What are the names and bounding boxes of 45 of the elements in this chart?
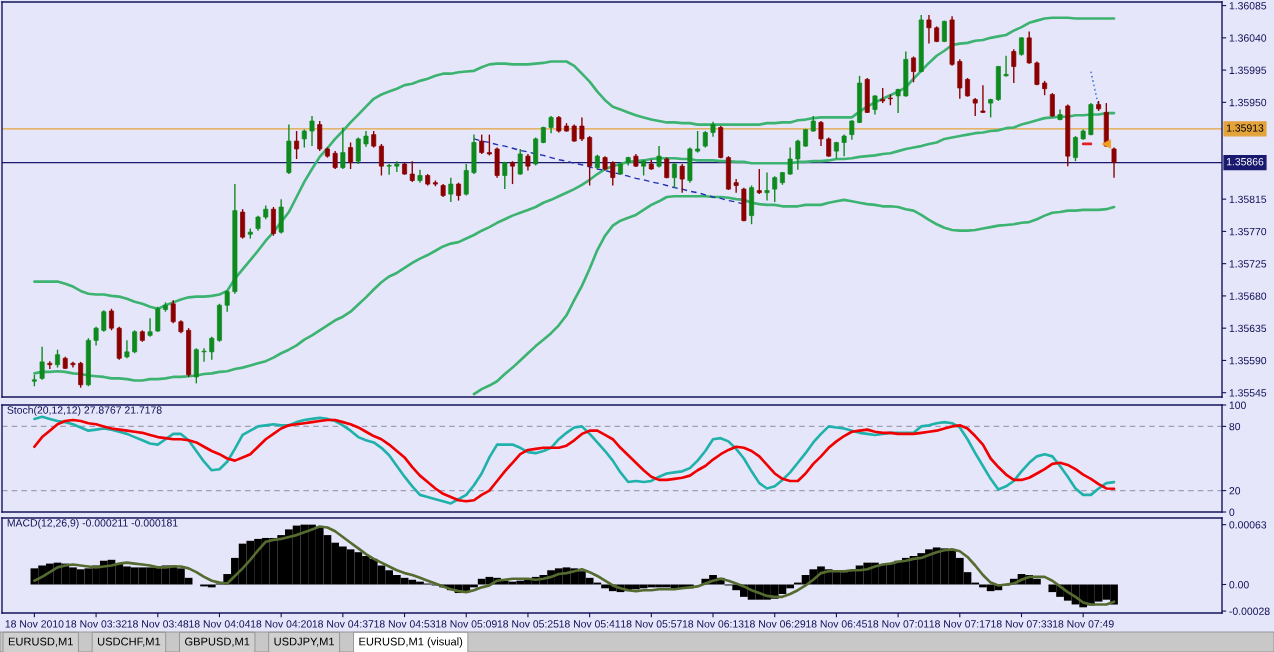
chart-title: MACD(12,26,9) -0.000211 -0.000181 (7, 518, 178, 529)
y-tick-label: 1.35590 (1229, 356, 1267, 365)
y-tick-label: 1.35680 (1229, 292, 1267, 300)
x-tick-label: 18 Nov 2010 (5, 620, 64, 628)
y-tick-label: 1.35815 (1229, 195, 1267, 204)
y-tick-label: -0.00028 (1229, 607, 1270, 615)
x-tick-label: 18 Nov 07:01 (867, 620, 929, 628)
y-tick-label: 0.00 (1229, 581, 1249, 589)
y-tick-label: 1.35995 (1229, 66, 1267, 74)
y-tick-label: 1.35950 (1229, 98, 1267, 107)
text: EURUSD,M1 (8, 637, 73, 647)
ref-line-label: 1.35866 (1226, 158, 1264, 166)
x-tick-label: 18 Nov 04:04 (189, 620, 251, 628)
y-tick-label: 1.36040 (1229, 34, 1267, 42)
x-tick-label: 18 Nov 06:13 (682, 620, 744, 628)
text: EURUSD,M1 (visual) (359, 637, 463, 648)
y-tick-label: 1.35770 (1229, 227, 1267, 236)
x-tick-label: 18 Nov 07:33 (991, 620, 1053, 628)
text: USDCHF,M1 (97, 637, 161, 647)
x-tick-label: 18 Nov 05:41 (559, 620, 621, 628)
x-tick-label: 18 Nov 03:48 (127, 620, 189, 628)
x-tick-label: 18 Nov 06:29 (744, 620, 806, 628)
y-tick-label: 80 (1229, 422, 1241, 431)
x-tick-label: 18 Nov 04:53 (374, 620, 436, 628)
text: USDJPY,M1 (274, 637, 335, 647)
chart-title: Stoch(20,12,12) 27.8767 21.7178 (7, 406, 162, 416)
text: GBPUSD,M1 (185, 637, 250, 647)
y-tick-label: 100 (1229, 401, 1246, 409)
x-tick-label: 18 Nov 05:25 (497, 620, 559, 628)
y-tick-label: 1.35725 (1229, 260, 1267, 268)
ref-line-label: 1.35913 (1226, 124, 1264, 132)
x-tick-label: 18 Nov 07:17 (929, 620, 991, 628)
x-tick-label: 18 Nov 05:09 (436, 620, 497, 628)
x-tick-label: 18 Nov 04:20 (250, 620, 312, 628)
x-tick-label: 18 Nov 05:57 (621, 620, 682, 628)
y-tick-label: 1.35545 (1229, 389, 1267, 397)
x-tick-label: 18 Nov 04:37 (312, 620, 374, 628)
y-tick-label: 0 (1229, 508, 1235, 516)
x-tick-label: 18 Nov 06:45 (806, 620, 867, 628)
y-tick-label: 0.00063 (1229, 521, 1267, 529)
x-tick-label: 18 Nov 03:32 (65, 620, 127, 628)
y-tick-label: 20 (1229, 487, 1241, 495)
y-tick-label: 1.36085 (1229, 2, 1267, 10)
y-tick-label: 1.35635 (1229, 324, 1267, 333)
x-tick-label: 18 Nov 07:49 (1053, 620, 1114, 628)
